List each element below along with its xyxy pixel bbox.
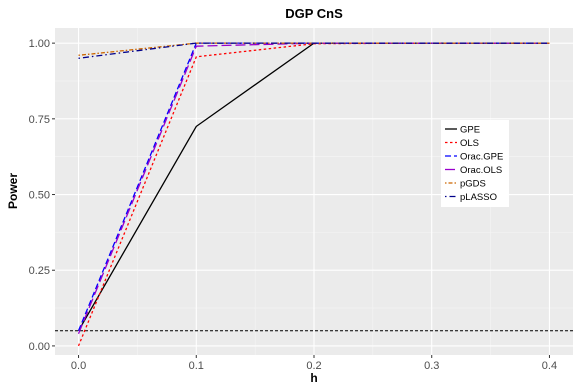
legend-label: pGDS	[460, 179, 486, 190]
series-layer	[77, 42, 550, 347]
legend-label: OLS	[460, 138, 479, 149]
series-line-pgds	[78, 42, 550, 56]
x-tick-label: 0.0	[71, 360, 86, 372]
y-tick-label: 0.00	[29, 341, 50, 353]
legend-label: pLASSO	[460, 192, 497, 203]
x-tick-label: 0.2	[306, 360, 321, 372]
y-tick-label: 0.25	[29, 265, 50, 277]
legend-box	[441, 120, 509, 207]
y-axis-ticks: 0.00 0.25 0.50 0.75 1.00	[29, 38, 55, 353]
legend-label: GPE	[460, 125, 480, 136]
y-axis-title: Power	[6, 173, 20, 209]
y-tick-label: 1.00	[29, 38, 50, 50]
legend-label: Orac.OLS	[460, 165, 502, 176]
legend: GPE OLS Orac.GPE Orac.OLS pGDS pLASSO	[441, 120, 509, 207]
x-tick-label: 0.3	[424, 360, 439, 372]
chart-title: DGP CnS	[285, 6, 343, 21]
legend-label: Orac.GPE	[460, 152, 503, 163]
major-gridlines	[55, 28, 573, 355]
x-tick-label: 0.4	[542, 360, 557, 372]
y-tick-label: 0.50	[29, 190, 50, 202]
x-axis-ticks: 0.0 0.1 0.2 0.3 0.4	[71, 355, 557, 372]
x-axis-title: h	[310, 371, 317, 385]
series-line-plasso	[78, 42, 550, 59]
x-tick-label: 0.1	[189, 360, 204, 372]
y-tick-label: 0.75	[29, 114, 50, 126]
